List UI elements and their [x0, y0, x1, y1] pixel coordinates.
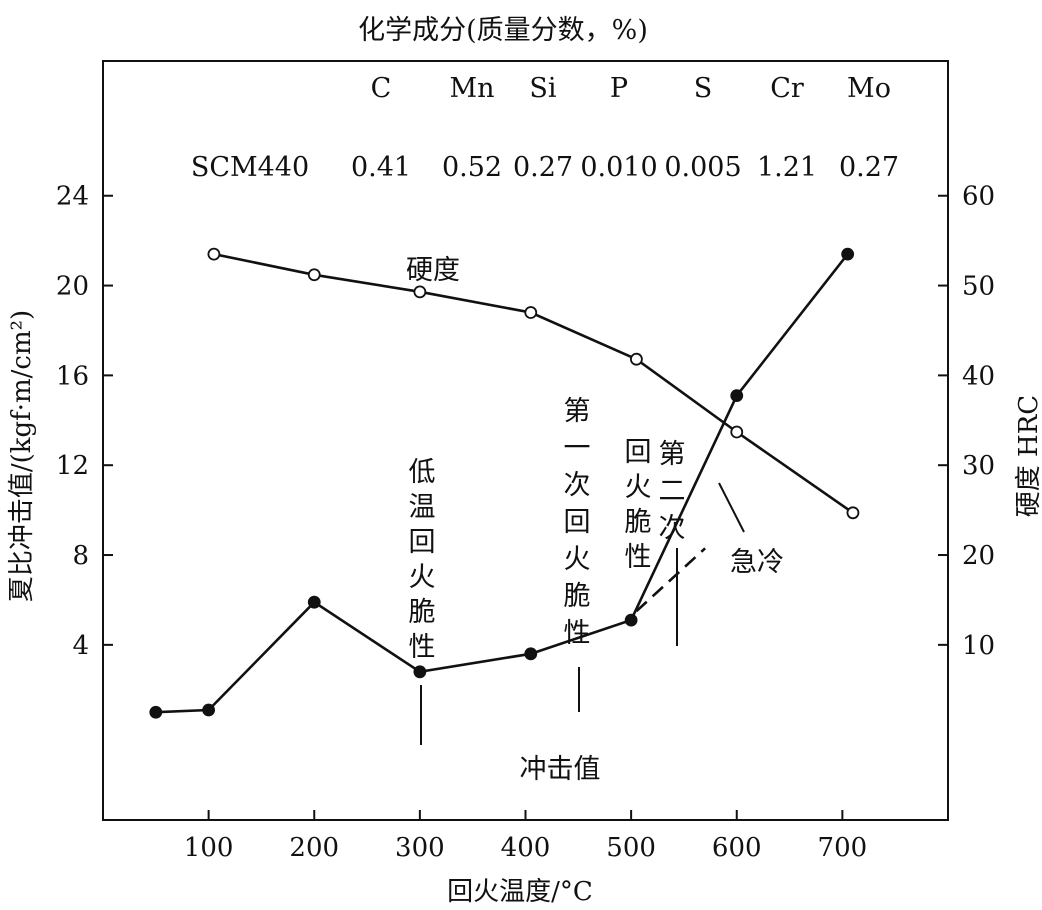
y-left-tick-label-4: 4: [72, 631, 89, 661]
element-header-s: S: [694, 73, 713, 104]
hardness-point-4: [630, 352, 643, 366]
composition-elements: C Mn Si P S Cr Mo: [371, 73, 891, 104]
annotation-second-temper-col2-char-2: 脆: [625, 507, 652, 538]
impact-line: [155, 253, 849, 714]
annotation-low-temp-brittleness-char-1: 温: [409, 492, 436, 523]
element-value-mo: 0.27: [839, 152, 899, 183]
impact-point-1: [202, 703, 216, 717]
x-tick-label-100: 100: [184, 833, 234, 863]
x-tick-label-500: 500: [606, 833, 656, 863]
element-header-c: C: [371, 73, 392, 104]
y-left-tick-label-16: 16: [56, 361, 89, 391]
impact-point-3: [413, 665, 427, 679]
composition-grade: SCM440: [191, 152, 309, 183]
axis-ticks: 100 200 300 400 500 600 700 4 8 12 16 20 24 10 20 30 40 5…: [56, 182, 995, 863]
series-layer: [149, 247, 860, 719]
x-axis-label: 回火温度/°C: [447, 877, 593, 907]
impact-point-5: [624, 613, 638, 627]
hardness-point-3: [524, 306, 538, 319]
annotation-first-temper-brittleness-char-3: 回: [564, 507, 591, 538]
x-tick-label-700: 700: [818, 833, 868, 863]
series-label-impact: 冲击值: [520, 754, 601, 785]
annotation-low-temp-brittleness-char-2: 回: [409, 527, 436, 558]
impact-point-4: [524, 647, 538, 661]
annotation-second-temper-col1-char-1: 二: [659, 476, 686, 507]
x-tick-label-200: 200: [289, 833, 339, 863]
hardness-line: [213, 252, 854, 514]
annotation-first-temper-brittleness-char-0: 第: [564, 396, 591, 427]
annotation-first-temper-brittleness-char-2: 次: [564, 470, 591, 501]
annotation-second-temper-col1-char-0: 第: [659, 439, 686, 470]
y-left-tick-label-8: 8: [72, 541, 89, 571]
element-header-mn: Mn: [449, 73, 494, 104]
element-value-c: 0.41: [351, 152, 411, 183]
y-left-tick-label-20: 20: [56, 272, 89, 302]
element-header-mo: Mo: [847, 73, 891, 104]
element-value-mn: 0.52: [442, 152, 502, 183]
hardness-point-1: [307, 268, 321, 282]
element-value-cr: 1.21: [757, 152, 817, 183]
annotation-second-temper-col1: 第二次: [659, 439, 686, 544]
y-right-axis-label: 硬度 HRC: [1014, 395, 1042, 517]
element-header-p: P: [610, 73, 628, 104]
x-tick-label-600: 600: [712, 833, 762, 863]
quench-line: [635, 547, 706, 613]
x-tick-label-300: 300: [395, 833, 445, 863]
element-value-p: 0.010: [580, 152, 657, 183]
element-value-si: 0.27: [513, 152, 573, 183]
y-right-tick-label-30: 30: [962, 451, 995, 481]
annotation-first-temper-brittleness-char-5: 脆: [564, 581, 591, 612]
y-left-axis-label: 夏比冲击值/(kgf·m/cm²): [7, 310, 37, 602]
composition-values: 0.41 0.52 0.27 0.010 0.005 1.21 0.27: [351, 152, 899, 183]
hardness-point-6: [846, 506, 860, 520]
annotation-first-temper-brittleness-char-1: 一: [564, 433, 591, 464]
leader-quench: [718, 482, 745, 533]
annotation-low-temp-brittleness-char-5: 性: [409, 632, 436, 663]
y-right-tick-label-20: 20: [962, 541, 995, 571]
annotation-second-temper-col1-char-2: 次: [659, 513, 686, 544]
hardness-point-5: [730, 425, 744, 439]
annotation-quench: 急冷: [730, 547, 784, 578]
annotation-second-temper-col2-char-1: 火: [625, 472, 652, 503]
y-left-tick-label-24: 24: [56, 182, 89, 212]
element-value-s: 0.005: [664, 152, 741, 183]
y-right-tick-label-10: 10: [962, 631, 995, 661]
hardness-point-2: [413, 285, 427, 299]
impact-point-7: [841, 247, 855, 261]
annotation-low-temp-brittleness-char-3: 火: [409, 562, 436, 593]
composition-title: 化学成分(质量分数，%): [358, 15, 648, 46]
annotation-second-temper-col2-char-0: 回: [625, 437, 652, 468]
x-tick-label-400: 400: [501, 833, 551, 863]
y-left-tick-label-12: 12: [56, 451, 89, 481]
annotation-low-temp-brittleness-char-0: 低: [409, 457, 436, 488]
impact-point-0: [149, 705, 163, 719]
hardness-point-0: [207, 247, 221, 261]
y-right-tick-label-40: 40: [962, 361, 995, 391]
series-label-hardness: 硬度: [406, 255, 460, 286]
y-right-tick-label-60: 60: [962, 182, 995, 212]
y-right-tick-label-50: 50: [962, 272, 995, 302]
impact-point-6: [730, 389, 744, 402]
annotation-second-temper-col2-char-3: 性: [625, 542, 652, 573]
annotation-first-temper-brittleness-char-6: 性: [564, 618, 591, 649]
impact-point-2: [307, 595, 321, 609]
annotation-first-temper-brittleness-char-4: 火: [564, 544, 591, 575]
element-header-si: Si: [529, 73, 556, 104]
element-header-cr: Cr: [770, 73, 804, 104]
annotation-low-temp-brittleness-char-4: 脆: [409, 597, 436, 628]
